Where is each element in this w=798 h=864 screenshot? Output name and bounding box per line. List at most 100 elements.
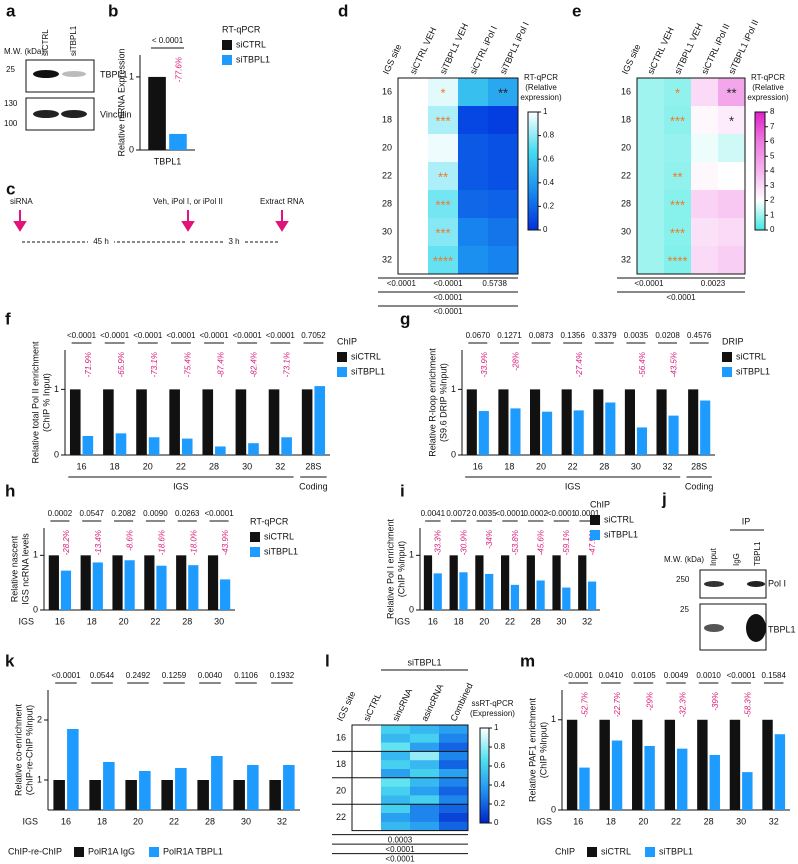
bar (124, 560, 135, 610)
column-label: asincRNA (419, 682, 445, 722)
significance-star: **** (433, 253, 453, 268)
x-tick-label: 32 (663, 461, 673, 471)
significance-star: * (440, 85, 445, 100)
bar (510, 584, 519, 610)
heat-cell (381, 813, 411, 823)
heat-cell (488, 162, 519, 191)
p-value: 0.0040 (198, 671, 223, 680)
significance-star: * (675, 85, 680, 100)
heat-cell (664, 78, 692, 107)
colorbar-tick-label: 6 (770, 137, 775, 146)
significance-star: ** (438, 169, 448, 184)
heat-cell (439, 821, 469, 831)
legend-label: siTBPL1 (736, 366, 770, 376)
group-label: IGS (565, 481, 581, 491)
y-axis-label: Relative mRNA Expression (116, 48, 126, 156)
heat-cell (352, 751, 382, 761)
row-label: 32 (382, 254, 392, 264)
p-value: <0.0001 (100, 331, 130, 340)
y-tick-label: 1 (451, 384, 456, 394)
x-tick-label: 28 (704, 816, 714, 826)
change-label: -59.1% (562, 530, 571, 555)
heat-cell (664, 162, 692, 191)
bar (561, 389, 572, 455)
colorbar-title: RT-qPCR (751, 73, 785, 82)
colorbar (479, 727, 490, 824)
column-label: siCTRL VEH (408, 26, 438, 76)
heat-cell (381, 742, 411, 752)
x-tick-label: 30 (214, 616, 224, 626)
bar (478, 411, 489, 455)
heat-cell (664, 134, 692, 163)
heat-cell (410, 795, 440, 805)
bar (269, 780, 281, 810)
bar (423, 555, 433, 610)
heat-cell (381, 821, 411, 831)
heat-cell (381, 786, 411, 796)
x-tick-label: 16 (573, 816, 583, 826)
lane-label: siTBPL1 (69, 25, 78, 56)
heat-cell (488, 218, 519, 247)
bar (161, 780, 173, 810)
bar (176, 555, 187, 610)
mw-label: M.W. (kDa) (4, 47, 44, 56)
bar (181, 438, 193, 455)
x-tick-label: 20 (479, 616, 489, 626)
heat-cell (691, 190, 719, 219)
corner-label: IGS site (335, 690, 358, 723)
row-label: 20 (621, 142, 631, 152)
heat-cell (691, 246, 719, 275)
bar (449, 555, 458, 610)
x-tick-label: 16 (473, 461, 483, 471)
corner-label: IGS site (381, 43, 404, 76)
group-label: IGS (173, 481, 189, 491)
y-axis-label: (ChIP % Input) (41, 373, 51, 432)
legend-label: siCTRL (601, 846, 631, 856)
heat-cell (458, 218, 489, 247)
bar (281, 437, 292, 455)
panel-letter: a (6, 1, 16, 20)
change-label: -58.3% (743, 692, 752, 717)
p-value: <0.0001 (205, 509, 235, 518)
protein-label: Vinculin (100, 109, 131, 119)
bar (48, 555, 59, 610)
heat-cell (439, 760, 469, 770)
y-tick-label: 0 (451, 449, 456, 459)
label-bg (88, 236, 114, 248)
bar (301, 389, 313, 455)
bar (529, 389, 541, 455)
row-label: 16 (336, 733, 346, 743)
bar (67, 729, 79, 810)
blot-band (33, 110, 59, 118)
heat-cell (428, 218, 459, 247)
change-label: -73.1% (150, 352, 159, 377)
y-tick-label: 0 (33, 604, 38, 614)
bar (82, 435, 94, 455)
heat-cell (352, 725, 382, 735)
heat-cell (439, 786, 469, 796)
heat-cell (398, 134, 429, 163)
x-tick-label: 30 (556, 616, 566, 626)
p-value: 0.0105 (631, 671, 656, 680)
change-label: -77.6% (175, 57, 184, 82)
y-tick-label: 1 (409, 550, 414, 560)
lane-label: TBPL1 (753, 541, 762, 566)
row-label: 30 (382, 226, 392, 236)
change-label: -33.3% (434, 530, 443, 555)
legend-label: siCTRL (351, 351, 381, 361)
x-tick-label: 20 (143, 461, 153, 471)
heat-cell (381, 777, 411, 787)
row-label: 18 (336, 759, 346, 769)
heat-cell (637, 162, 665, 191)
panel-letter: e (572, 1, 581, 20)
heat-cell (664, 190, 692, 219)
duration-label: 45 h (93, 237, 109, 246)
corner-label: IGS site (620, 43, 643, 76)
p-value: <0.0001 (433, 307, 463, 316)
p-value: 0.1271 (497, 331, 522, 340)
heat-cell (718, 134, 746, 163)
legend-title: ChIP (555, 846, 575, 856)
change-label: -45.6% (536, 530, 545, 555)
heat-cell (352, 769, 382, 779)
p-value: 0.0023 (701, 279, 726, 288)
